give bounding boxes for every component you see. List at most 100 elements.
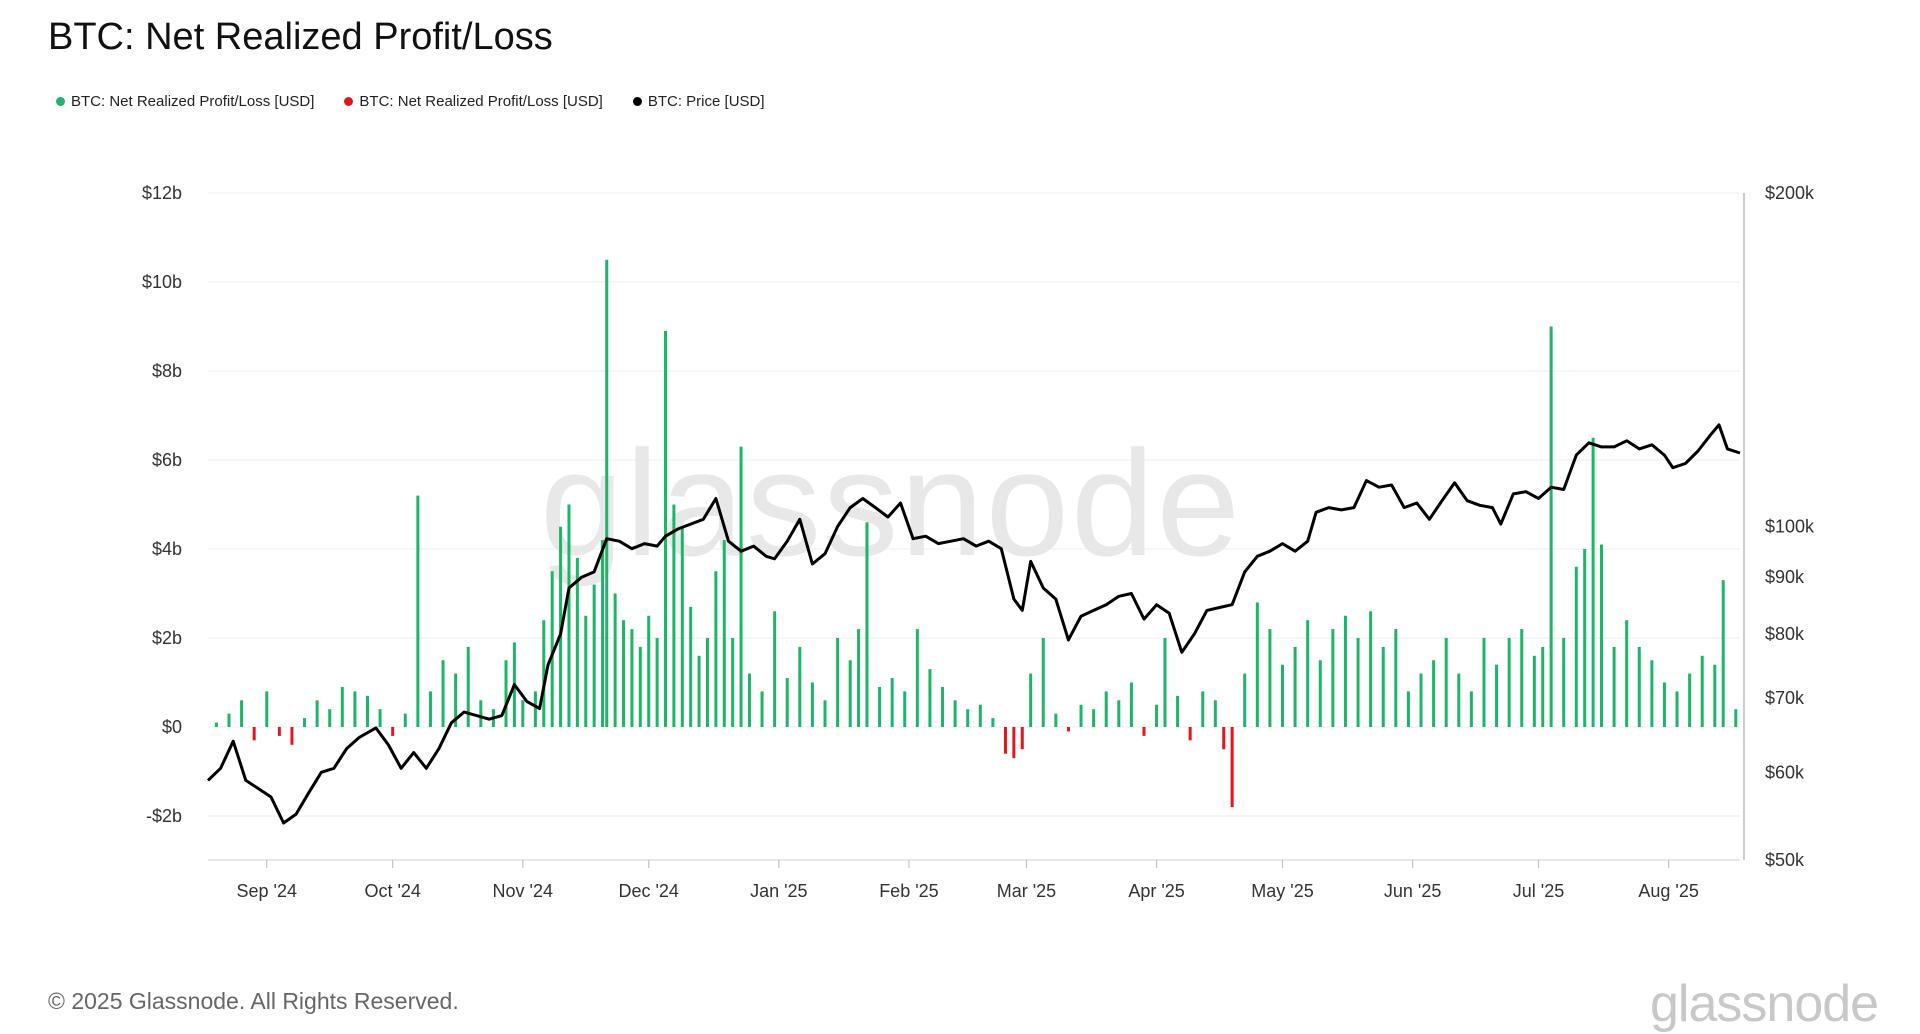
x-tick-label: Sep '24 bbox=[237, 881, 298, 901]
profit-bar bbox=[1675, 691, 1679, 727]
profit-bar bbox=[613, 593, 617, 727]
profit-bar bbox=[1700, 655, 1704, 727]
x-tick-label: Apr '25 bbox=[1128, 881, 1184, 901]
profit-bar bbox=[416, 495, 420, 727]
profit-bar bbox=[630, 629, 634, 727]
x-tick-label: Jul '25 bbox=[1513, 881, 1564, 901]
profit-bar bbox=[823, 700, 827, 727]
profit-bar bbox=[454, 673, 458, 727]
grid-lines bbox=[208, 192, 1740, 817]
legend-dot-black bbox=[632, 97, 642, 106]
profit-bar bbox=[1381, 646, 1385, 727]
price-series-line bbox=[206, 423, 1741, 825]
profit-bar bbox=[1318, 660, 1322, 727]
profit-bar bbox=[1482, 638, 1486, 727]
profit-bar bbox=[1268, 629, 1272, 727]
profit-bar bbox=[865, 522, 869, 727]
profit-bar bbox=[428, 691, 432, 727]
profit-bar bbox=[810, 682, 814, 727]
profit-bar bbox=[1444, 638, 1448, 727]
profit-bar bbox=[592, 584, 596, 727]
profit-bar bbox=[584, 615, 588, 727]
profit-bar bbox=[353, 691, 357, 727]
legend-item-loss[interactable]: BTC: Net Realized Profit/Loss [USD] bbox=[344, 93, 603, 110]
profit-bar bbox=[664, 330, 668, 727]
profit-bar bbox=[1280, 664, 1284, 727]
profit-bar bbox=[1343, 615, 1347, 727]
left-tick-label: $4b bbox=[152, 539, 182, 559]
profit-bar bbox=[378, 709, 382, 727]
legend-label-price: BTC: Price [USD] bbox=[647, 93, 765, 110]
x-tick-label: Feb '25 bbox=[879, 881, 938, 901]
loss-bar bbox=[277, 727, 281, 736]
left-tick-label: $12b bbox=[142, 183, 182, 203]
left-tick-label: $8b bbox=[152, 361, 182, 381]
profit-bar bbox=[575, 557, 579, 727]
profit-bar bbox=[672, 504, 676, 727]
loss-bar bbox=[1020, 727, 1024, 750]
profit-bar bbox=[403, 713, 407, 727]
profit-bar bbox=[1599, 544, 1603, 727]
profit-bar bbox=[1041, 638, 1045, 727]
page-title: BTC: Net Realized Profit/Loss bbox=[48, 16, 553, 58]
profit-bar bbox=[1688, 673, 1692, 727]
profit-bar bbox=[714, 571, 718, 727]
profit-bar bbox=[550, 571, 554, 727]
legend-item-profit[interactable]: BTC: Net Realized Profit/Loss [USD] bbox=[56, 93, 314, 110]
loss-bar bbox=[290, 727, 294, 745]
profit-bar bbox=[1419, 673, 1423, 727]
profit-bar bbox=[533, 691, 537, 727]
x-tick-label: Mar '25 bbox=[997, 881, 1056, 901]
profit-bar bbox=[1721, 580, 1725, 727]
profit-bar bbox=[836, 638, 840, 727]
profit-bar bbox=[798, 646, 802, 727]
profit-bar bbox=[697, 655, 701, 727]
legend-label-loss: BTC: Net Realized Profit/Loss [USD] bbox=[359, 93, 603, 110]
profit-bar bbox=[1394, 629, 1398, 727]
loss-bar bbox=[1012, 727, 1016, 759]
profit-bar bbox=[315, 700, 319, 727]
profit-bar bbox=[705, 638, 709, 727]
profit-bar bbox=[1356, 638, 1360, 727]
loss-bar bbox=[1188, 727, 1192, 741]
profit-bar bbox=[878, 686, 882, 727]
profit-bar bbox=[1469, 691, 1473, 727]
profit-bar bbox=[441, 660, 445, 727]
left-tick-label: $0 bbox=[162, 717, 182, 737]
profit-bar bbox=[1176, 695, 1180, 727]
profit-bar bbox=[1432, 660, 1436, 727]
profit-bar bbox=[1213, 700, 1217, 727]
profit-bar bbox=[1255, 602, 1259, 727]
bars bbox=[214, 259, 1738, 808]
right-tick-label: $70k bbox=[1765, 688, 1805, 708]
x-tick-label: Jan '25 bbox=[750, 881, 807, 901]
profit-bar bbox=[1201, 691, 1205, 727]
legend-dot-red bbox=[344, 97, 354, 106]
profit-bar bbox=[739, 446, 743, 727]
x-tick-label: Jun '25 bbox=[1384, 881, 1441, 901]
profit-bar bbox=[1163, 638, 1167, 727]
profit-bar bbox=[1406, 691, 1410, 727]
profit-bar bbox=[1079, 704, 1083, 727]
profit-bar bbox=[340, 686, 344, 727]
profit-bar bbox=[1650, 660, 1654, 727]
profit-bar bbox=[928, 669, 932, 727]
profit-bar bbox=[1369, 611, 1373, 727]
profit-bar bbox=[1155, 704, 1159, 727]
legend-label-profit: BTC: Net Realized Profit/Loss [USD] bbox=[71, 93, 315, 110]
profit-bar bbox=[915, 629, 919, 727]
legend-item-price[interactable]: BTC: Price [USD] bbox=[632, 93, 765, 110]
profit-bar bbox=[542, 620, 546, 727]
profit-bar bbox=[1331, 629, 1335, 727]
profit-bar bbox=[1092, 709, 1096, 727]
profit-bar bbox=[466, 646, 470, 727]
profit-bar bbox=[1507, 638, 1511, 727]
copyright-footer: © 2025 Glassnode. All Rights Reserved. bbox=[48, 988, 459, 1014]
profit-bar bbox=[1293, 646, 1297, 727]
profit-bar bbox=[848, 660, 852, 727]
profit-bar bbox=[655, 638, 659, 727]
profit-bar bbox=[1532, 655, 1536, 727]
loss-bar bbox=[252, 727, 256, 741]
x-tick-label: May '25 bbox=[1251, 881, 1313, 901]
